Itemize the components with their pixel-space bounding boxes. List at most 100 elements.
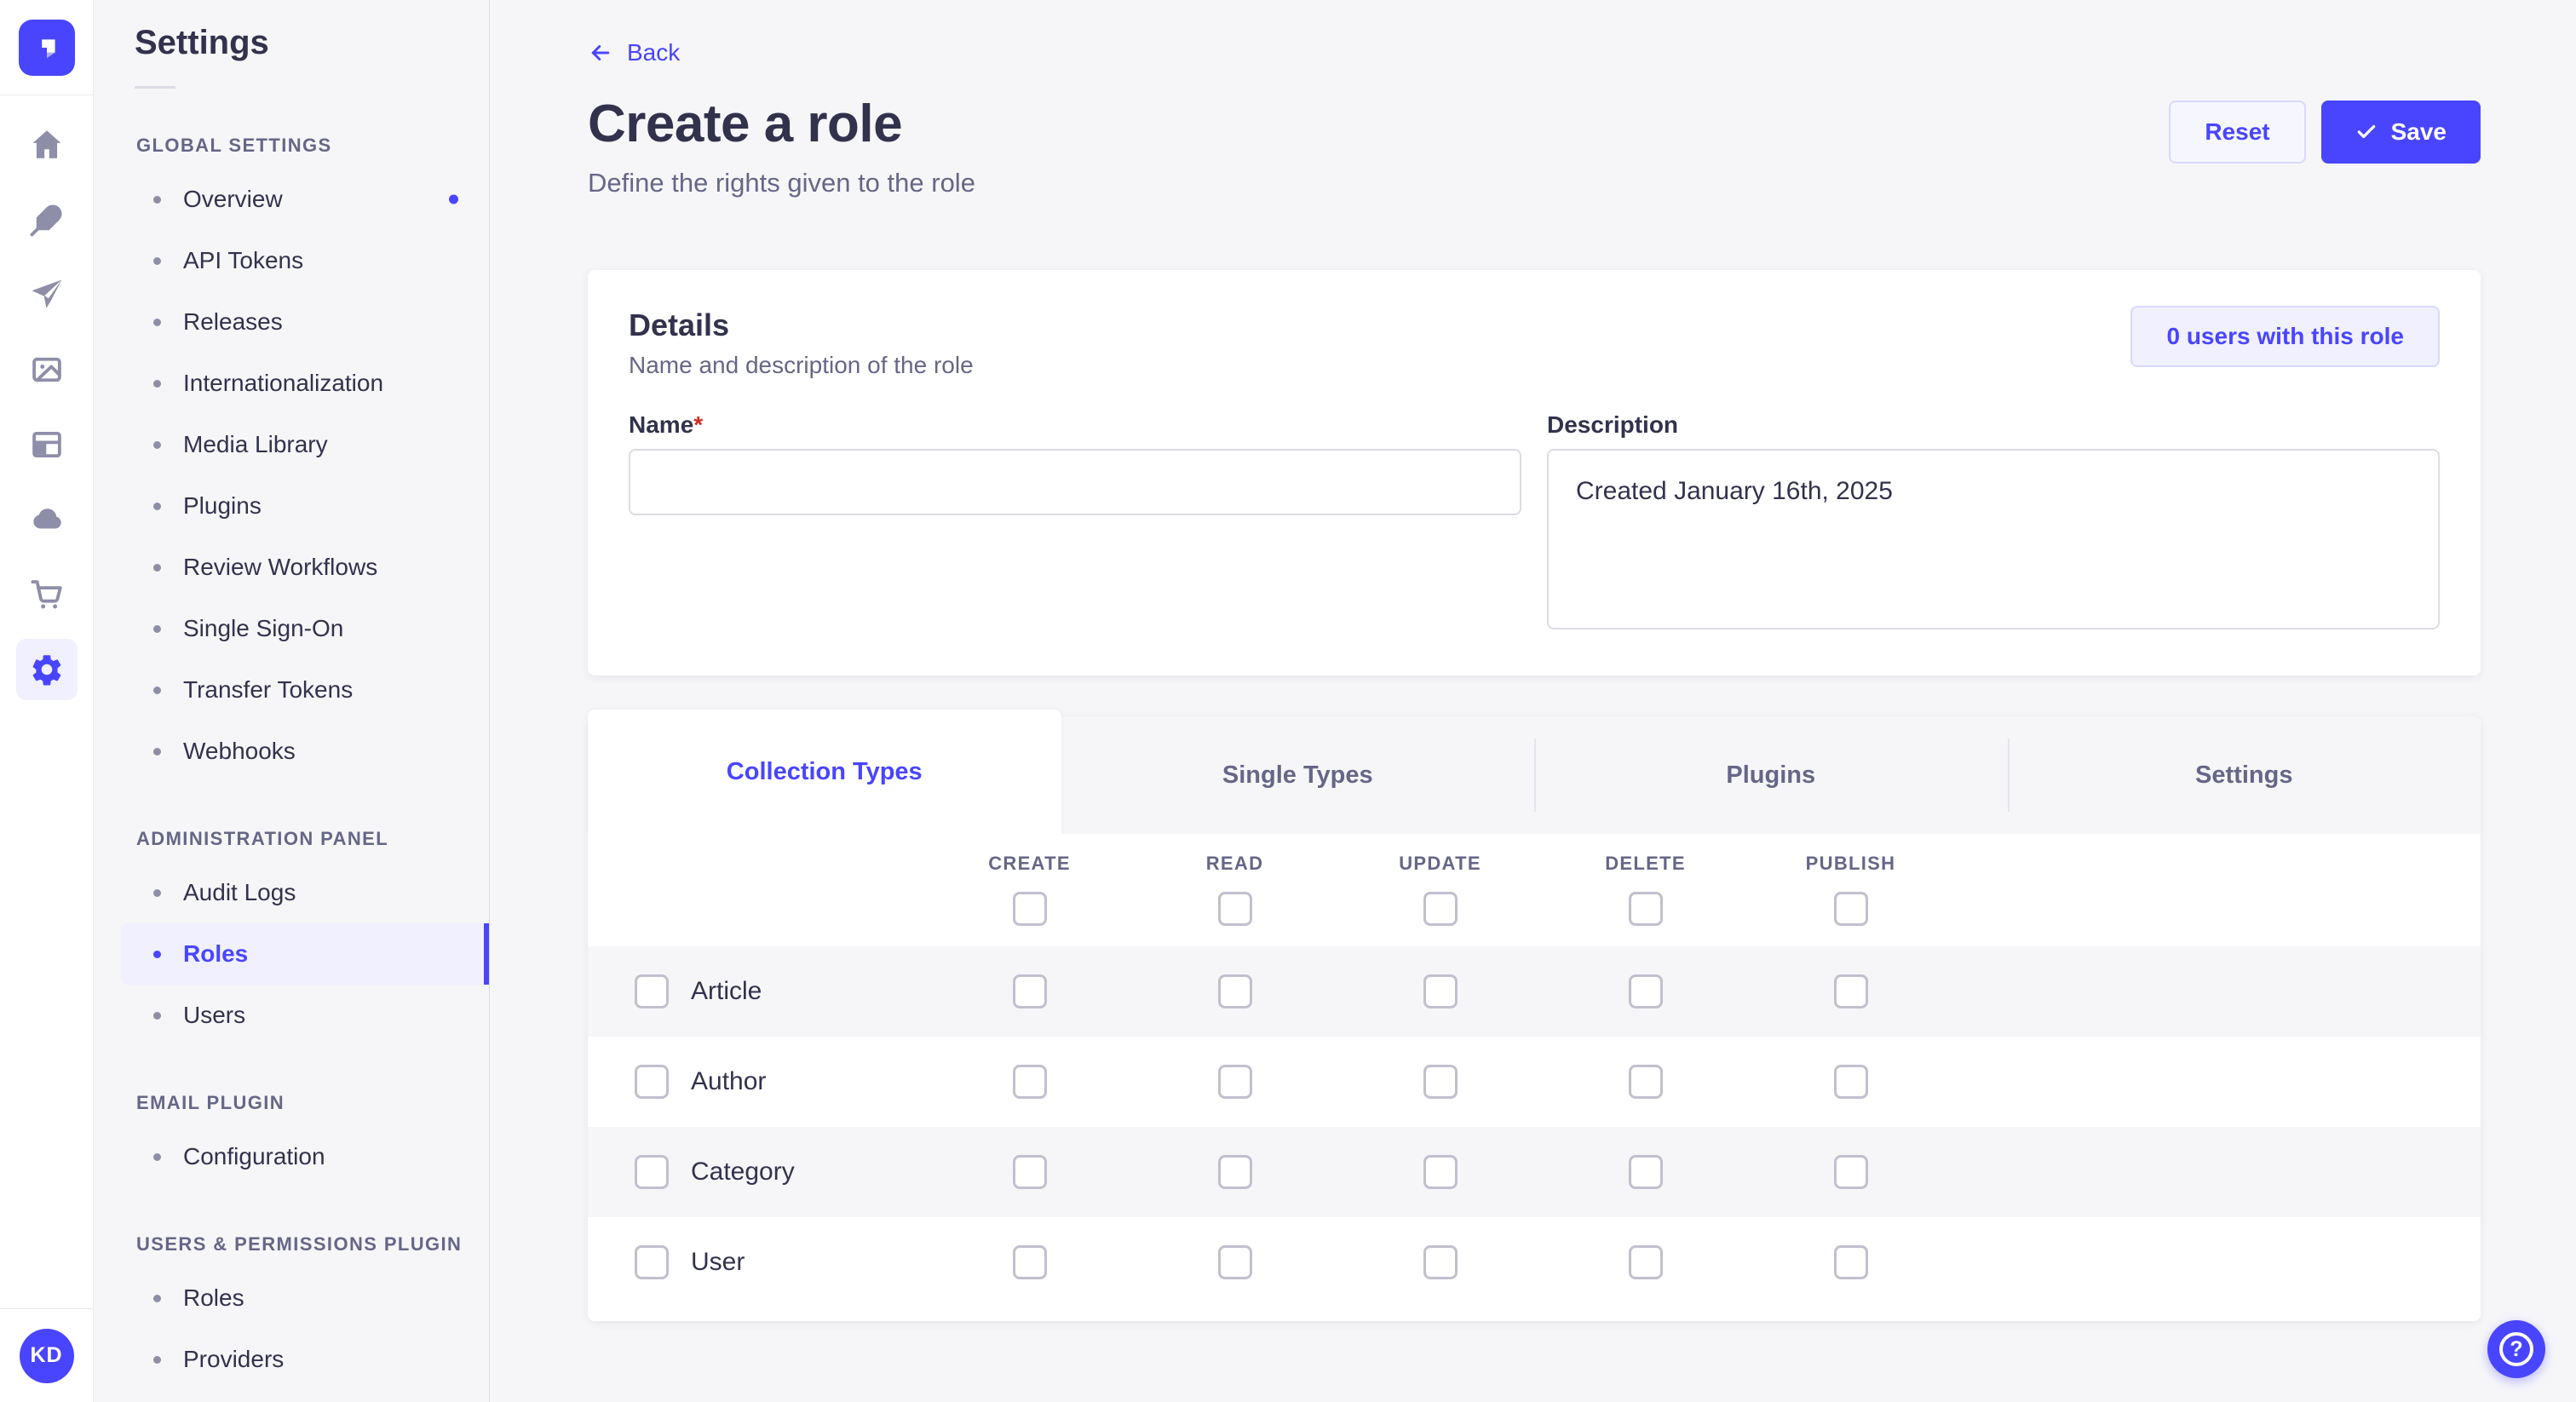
sidebar-item-label: Roles	[183, 940, 249, 967]
permission-checkbox[interactable]	[1423, 1155, 1458, 1189]
sidebar-item-roles[interactable]: Roles	[94, 1267, 489, 1329]
sidebar-item-api-tokens[interactable]: API Tokens	[94, 230, 489, 291]
select-all-column-checkbox[interactable]	[1012, 892, 1047, 926]
bullet-icon	[153, 1294, 161, 1302]
name-label: Name*	[629, 411, 704, 438]
tab-single-types[interactable]: Single Types	[1222, 761, 1373, 789]
sidebar-item-label: Users	[183, 1002, 246, 1028]
permission-column-header: READ	[1132, 834, 1337, 926]
name-field-group: Name*	[629, 411, 1521, 515]
permission-row-author: Author	[588, 1037, 2481, 1127]
marketplace-cart-icon[interactable]	[16, 564, 78, 625]
permission-column-label: PUBLISH	[1805, 853, 1896, 874]
select-row-checkbox[interactable]	[635, 1155, 669, 1189]
permission-checkbox[interactable]	[1628, 1245, 1663, 1279]
save-button[interactable]: Save	[2320, 101, 2481, 164]
sidebar-item-single-sign-on[interactable]: Single Sign-On	[94, 598, 489, 659]
sidebar-item-internationalization[interactable]: Internationalization	[94, 353, 489, 414]
content-type-builder-feather-icon[interactable]	[16, 189, 78, 250]
permission-checkbox[interactable]	[1012, 1065, 1047, 1099]
permission-checkbox[interactable]	[1628, 1065, 1663, 1099]
sidebar-item-label: Plugins	[183, 492, 262, 519]
bullet-icon	[153, 888, 161, 897]
media-library-icon[interactable]	[16, 339, 78, 400]
sidebar-item-label: Single Sign-On	[183, 615, 344, 641]
permissions-header-row: CREATE READ UPDATE DELETE PUBLISH	[588, 834, 2481, 946]
sidebar-item-roles[interactable]: Roles	[121, 923, 489, 985]
permission-checkbox[interactable]	[1012, 1155, 1047, 1189]
details-form: Name* Description Created January 16th, …	[629, 411, 2440, 629]
permission-checkbox[interactable]	[1833, 974, 1868, 1008]
content-manager-layout-icon[interactable]	[16, 414, 78, 475]
sidebar-section-label: ADMINISTRATION PANEL	[136, 828, 389, 849]
sidebar-item-providers[interactable]: Providers	[94, 1329, 489, 1390]
sidebar-item-audit-logs[interactable]: Audit Logs	[94, 862, 489, 923]
permission-checkbox[interactable]	[1217, 1065, 1252, 1099]
select-all-column-checkbox[interactable]	[1833, 892, 1868, 926]
users-with-role-badge[interactable]: 0 users with this role	[2130, 306, 2440, 367]
permissions-card: Collection Types Single Types Plugins Setti…	[588, 710, 2481, 1321]
tab-settings[interactable]: Settings	[2007, 716, 2481, 834]
main-content: Back Create a role Define the rights giv…	[490, 0, 2576, 1402]
name-input[interactable]	[629, 449, 1521, 515]
permission-checkbox[interactable]	[1423, 1245, 1458, 1279]
permission-checkbox[interactable]	[1423, 974, 1458, 1008]
home-icon[interactable]	[16, 114, 78, 175]
select-all-column-checkbox[interactable]	[1217, 892, 1252, 926]
permission-row-user: User	[588, 1217, 2481, 1307]
description-textarea[interactable]: Created January 16th, 2025	[1547, 449, 2440, 629]
permission-column-header: CREATE	[927, 834, 1132, 926]
bullet-icon	[153, 563, 161, 572]
sidebar-item-users[interactable]: Users	[94, 985, 489, 1046]
permission-checkbox[interactable]	[1012, 974, 1047, 1008]
required-asterisk: *	[693, 411, 704, 438]
permission-checkbox[interactable]	[1628, 974, 1663, 1008]
sidebar-item-label: Roles	[183, 1284, 244, 1311]
row-label-cell: Category	[588, 1155, 927, 1189]
sidebar-item-media-library[interactable]: Media Library	[94, 414, 489, 475]
page-title: Create a role	[588, 95, 903, 153]
permission-checkbox[interactable]	[1217, 1245, 1252, 1279]
user-avatar[interactable]: KD	[19, 1328, 74, 1383]
permission-checkbox[interactable]	[1833, 1155, 1868, 1189]
permission-checkbox[interactable]	[1628, 1155, 1663, 1189]
select-row-checkbox[interactable]	[635, 1245, 669, 1279]
bullet-icon	[153, 1011, 161, 1020]
select-row-checkbox[interactable]	[635, 974, 669, 1008]
tab-plugins[interactable]: Plugins	[1534, 716, 2008, 834]
check-icon	[2357, 124, 2375, 139]
row-label-cell: Article	[588, 974, 927, 1008]
select-all-column-checkbox[interactable]	[1628, 892, 1663, 926]
sidebar-item-plugins[interactable]: Plugins	[94, 475, 489, 537]
sidebar-item-releases[interactable]: Releases	[94, 291, 489, 353]
sidebar-item-transfer-tokens[interactable]: Transfer Tokens	[94, 659, 489, 721]
sidebar-item-webhooks[interactable]: Webhooks	[94, 721, 489, 782]
sidebar-item-label: Review Workflows	[183, 554, 378, 580]
rail-nav	[0, 95, 93, 700]
permission-column-label: DELETE	[1605, 853, 1686, 874]
select-row-checkbox[interactable]	[635, 1065, 669, 1099]
content-type-label: User	[691, 1248, 745, 1276]
permission-checkbox[interactable]	[1217, 974, 1252, 1008]
cloud-icon[interactable]	[16, 489, 78, 550]
back-arrow-icon	[591, 45, 610, 60]
row-label-cell: User	[588, 1245, 927, 1279]
permission-checkbox[interactable]	[1423, 1065, 1458, 1099]
back-link[interactable]: Back	[588, 39, 680, 66]
select-all-column-checkbox[interactable]	[1423, 892, 1458, 926]
tab-collection-types[interactable]: Collection Types	[588, 710, 1061, 834]
bullet-icon	[153, 950, 161, 958]
sidebar-item-review-workflows[interactable]: Review Workflows	[94, 537, 489, 598]
strapi-logo[interactable]	[18, 19, 75, 76]
sidebar-item-overview[interactable]: Overview	[94, 169, 489, 230]
sidebar-item-configuration[interactable]: Configuration	[94, 1126, 489, 1187]
help-button[interactable]: ?	[2487, 1320, 2545, 1378]
reset-button[interactable]: Reset	[2169, 101, 2306, 164]
send-plane-icon[interactable]	[16, 264, 78, 325]
permission-checkbox[interactable]	[1217, 1155, 1252, 1189]
permission-checkbox[interactable]	[1833, 1245, 1868, 1279]
permission-checkbox[interactable]	[1833, 1065, 1868, 1099]
sidebar-sections: GLOBAL SETTINGS Overview API Tokens Rele…	[94, 135, 489, 1390]
permission-checkbox[interactable]	[1012, 1245, 1047, 1279]
settings-gear-icon[interactable]	[15, 639, 78, 700]
